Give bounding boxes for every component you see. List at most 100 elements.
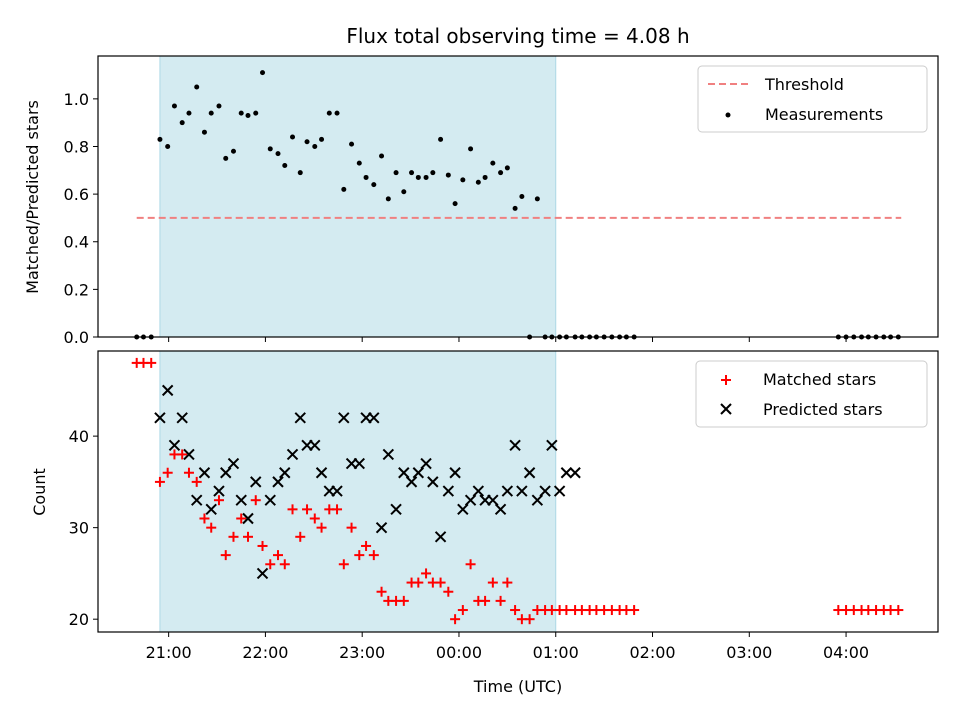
matched-star-point bbox=[162, 467, 173, 478]
matched-star-point bbox=[435, 577, 446, 588]
predicted-star-point bbox=[242, 512, 254, 525]
matched-star-point bbox=[893, 605, 904, 616]
matched-star-point bbox=[250, 495, 261, 506]
matched-star-point bbox=[243, 531, 253, 542]
matched-star-point bbox=[450, 614, 461, 625]
predicted-star-point bbox=[279, 467, 291, 479]
predicted-legend-label: Predicted stars bbox=[763, 400, 883, 419]
predicted-star-point bbox=[250, 476, 262, 488]
predicted-star-point bbox=[338, 412, 350, 424]
predicted-star-point bbox=[449, 467, 461, 479]
predicted-star-point bbox=[309, 439, 321, 451]
x-tick-label: 04:00 bbox=[823, 643, 869, 662]
matched-star-point bbox=[502, 577, 513, 588]
matched-star-point bbox=[257, 540, 268, 551]
predicted-star-point bbox=[368, 412, 380, 424]
predicted-star-point bbox=[198, 467, 211, 479]
predicted-star-point bbox=[472, 485, 485, 497]
measurement-point bbox=[460, 177, 466, 183]
measurement-point bbox=[534, 196, 540, 202]
measurement-point bbox=[171, 103, 177, 109]
measurement-point bbox=[341, 186, 347, 192]
measurement-point bbox=[363, 174, 369, 180]
measurement-point bbox=[238, 110, 244, 116]
measurement-point bbox=[267, 146, 273, 152]
predicted-star-point bbox=[154, 412, 166, 424]
matched-star-point bbox=[287, 504, 298, 515]
matched-star-point bbox=[510, 605, 521, 616]
x-tick-label: 00:00 bbox=[436, 643, 482, 662]
predicted-star-point bbox=[235, 494, 247, 506]
y-tick-label: 1.0 bbox=[64, 90, 89, 109]
measurement-point bbox=[179, 120, 185, 126]
matched-star-point bbox=[273, 550, 283, 561]
predicted-star-point bbox=[331, 485, 343, 497]
matched-star-point bbox=[183, 467, 194, 478]
measurement-point bbox=[208, 110, 214, 116]
matched-star-point bbox=[191, 476, 202, 487]
predicted-legend-swatch bbox=[720, 403, 732, 415]
matched-star-point bbox=[302, 504, 313, 515]
predicted-star-point bbox=[569, 467, 581, 479]
matched-star-point bbox=[220, 550, 231, 561]
predicted-star-point bbox=[420, 457, 432, 470]
measurement-point bbox=[326, 110, 332, 116]
matched-star-point bbox=[338, 559, 349, 570]
measurement-point bbox=[157, 136, 163, 142]
x-tick-label: 22:00 bbox=[242, 643, 288, 662]
matched-star-point bbox=[354, 550, 365, 561]
bottom-axes-frame bbox=[97, 350, 939, 633]
predicted-star-point bbox=[264, 494, 276, 506]
matched-star-point bbox=[228, 531, 239, 542]
measurement-point bbox=[245, 113, 251, 119]
y-tick-label: 0.6 bbox=[64, 185, 89, 204]
matched-star-point bbox=[309, 513, 320, 524]
matched-star-point bbox=[487, 577, 498, 588]
x-axis-label: Time (UTC) bbox=[473, 677, 562, 696]
matched-star-point bbox=[465, 559, 476, 570]
predicted-star-point bbox=[405, 476, 418, 488]
top-legend-frame bbox=[697, 65, 928, 133]
predicted-star-point bbox=[272, 476, 284, 488]
predicted-star-point bbox=[442, 485, 455, 497]
x-tick-label: 02:00 bbox=[629, 643, 675, 662]
matched-star-point bbox=[295, 531, 306, 542]
figure-title: Flux total observing time = 4.08 h bbox=[346, 24, 689, 48]
predicted-star-point bbox=[183, 448, 195, 461]
matched-star-point bbox=[206, 522, 217, 533]
predicted-star-point bbox=[501, 485, 514, 497]
measurement-point bbox=[290, 134, 296, 140]
matched-legend-swatch bbox=[721, 375, 731, 385]
top-ticks-layer: 0.0 0.2 0.4 0.6 0.8 1.0 bbox=[64, 90, 847, 347]
bottom-ylabel: Count bbox=[30, 468, 49, 516]
bottom-legend-frame bbox=[695, 360, 928, 428]
top-axes-frame bbox=[97, 55, 939, 338]
matched-star-point bbox=[561, 605, 572, 616]
predicted-star-point bbox=[176, 412, 188, 424]
predicted-star-point bbox=[560, 467, 573, 479]
measurement-point bbox=[319, 136, 325, 142]
matched-star-point bbox=[332, 504, 343, 515]
matched-star-point bbox=[376, 586, 387, 597]
y-tick-label: 40 bbox=[69, 427, 89, 446]
measurement-point bbox=[401, 189, 407, 195]
x-tick-label: 01:00 bbox=[533, 643, 579, 662]
measurement-point bbox=[194, 84, 200, 90]
predicted-star-point bbox=[315, 467, 328, 479]
predicted-star-point bbox=[168, 439, 181, 451]
matched-star-point bbox=[524, 614, 535, 625]
measurement-point bbox=[452, 201, 458, 207]
x-tick-label: 03:00 bbox=[726, 643, 772, 662]
predicted-star-point bbox=[390, 503, 402, 516]
predicted-star-point bbox=[294, 412, 306, 424]
matched-star-point bbox=[265, 559, 276, 570]
measurement-point bbox=[223, 155, 229, 161]
measurement-point bbox=[519, 194, 525, 199]
measurement-point bbox=[356, 160, 362, 166]
top-shaded-region bbox=[159, 55, 557, 338]
measurement-point bbox=[201, 129, 207, 135]
predicted-star-point bbox=[494, 503, 507, 516]
measurements-legend-label: Measurements bbox=[765, 105, 883, 124]
predicted-star-point bbox=[434, 531, 447, 543]
predicted-star-point bbox=[523, 467, 536, 479]
